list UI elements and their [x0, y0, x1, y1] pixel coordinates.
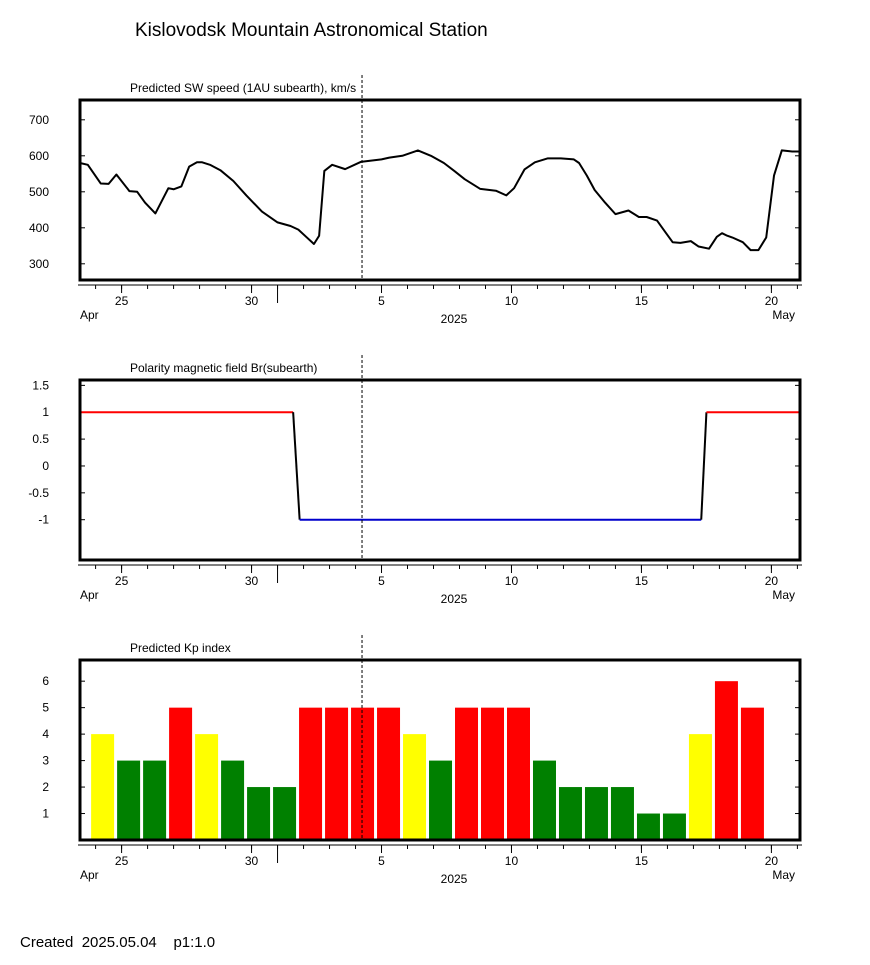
- x-tick-label: 30: [245, 854, 259, 868]
- kp-bar: [610, 787, 634, 840]
- month-label-start: Apr: [80, 308, 99, 322]
- x-tick-label: 20: [765, 854, 779, 868]
- x-tick-label: 25: [115, 294, 129, 308]
- x-tick-label: 5: [378, 294, 385, 308]
- month-label-end: May: [772, 868, 795, 882]
- kp-bar: [532, 760, 556, 840]
- y-tick-label: 0: [42, 459, 49, 473]
- kp-bar: [117, 760, 141, 840]
- y-tick-label: 500: [29, 185, 49, 199]
- month-label-start: Apr: [80, 588, 99, 602]
- x-tick-label: 5: [378, 854, 385, 868]
- sw-speed-line: [79, 149, 800, 252]
- panel-title: Predicted SW speed (1AU subearth), km/s: [130, 81, 356, 95]
- kp-bar: [662, 813, 686, 840]
- year-label: 2025: [441, 592, 468, 606]
- y-tick-label: 1.5: [32, 378, 49, 392]
- kp-bar: [143, 760, 167, 840]
- kp-bar: [584, 787, 608, 840]
- sw-speed-chart: Predicted SW speed (1AU subearth), km/s 3…: [29, 75, 802, 326]
- kp-index-chart: Predicted Kp index 1 2 3 4 5 6 25 30 5 10 15 20 Apr Ma…: [42, 635, 802, 886]
- y-tick-label: 1: [42, 807, 49, 821]
- month-label-start: Apr: [80, 868, 99, 882]
- y-tick-label: 600: [29, 149, 49, 163]
- created-footer: Created 2025.05.04 p1:1.0: [20, 934, 216, 951]
- y-tick-label: -0.5: [28, 486, 49, 500]
- kp-bar: [351, 707, 375, 840]
- x-tick-label: 20: [765, 294, 779, 308]
- y-tick-label: 6: [42, 674, 49, 688]
- x-tick-label: 15: [635, 294, 649, 308]
- y-tick-label: 400: [29, 221, 49, 235]
- kp-bar: [299, 707, 323, 840]
- x-tick-label: 10: [505, 294, 519, 308]
- x-tick-label: 30: [245, 574, 259, 588]
- x-tick-label: 15: [635, 854, 649, 868]
- kp-bar: [740, 707, 764, 840]
- kp-bar: [273, 787, 297, 840]
- y-tick-label: 4: [42, 727, 49, 741]
- panel-title: Polarity magnetic field Br(subearth): [130, 361, 317, 375]
- y-tick-label: 0.5: [32, 432, 49, 446]
- kp-bar: [195, 734, 219, 840]
- kp-bar: [169, 707, 193, 840]
- kp-bar: [636, 813, 660, 840]
- y-tick-label: 300: [29, 257, 49, 271]
- kp-bar: [91, 734, 115, 840]
- x-tick-label: 30: [245, 294, 259, 308]
- x-tick-label: 10: [505, 854, 519, 868]
- x-tick-label: 15: [635, 574, 649, 588]
- kp-bar: [377, 707, 401, 840]
- kp-bar: [429, 760, 453, 840]
- y-tick-label: 5: [42, 701, 49, 715]
- polarity-line: [700, 412, 708, 520]
- plot-frame: [78, 98, 802, 282]
- kp-bar: [325, 707, 349, 840]
- polarity-chart: Polarity magnetic field Br(subearth) 1.5 1…: [28, 355, 802, 606]
- x-tick-label: 20: [765, 574, 779, 588]
- plot-frame: [78, 378, 802, 562]
- x-tick-label: 10: [505, 574, 519, 588]
- kp-bar: [714, 681, 738, 840]
- year-label: 2025: [441, 312, 468, 326]
- panel-title: Predicted Kp index: [130, 641, 231, 655]
- month-label-end: May: [772, 588, 795, 602]
- y-tick-label: 3: [42, 754, 49, 768]
- y-tick-label: 700: [29, 113, 49, 127]
- y-tick-label: 2: [42, 780, 49, 794]
- kp-bar: [455, 707, 479, 840]
- kp-bar: [221, 760, 245, 840]
- plot-frame: [78, 658, 802, 842]
- y-tick-label: 1: [42, 405, 49, 419]
- page-title: Kislovodsk Mountain Astronomical Station: [135, 20, 488, 41]
- polarity-line: [292, 412, 301, 520]
- y-tick-label: -1: [38, 513, 49, 527]
- kp-bar: [506, 707, 530, 840]
- year-label: 2025: [441, 872, 468, 886]
- kp-bar: [558, 787, 582, 840]
- x-tick-label: 5: [378, 574, 385, 588]
- kp-bar: [247, 787, 271, 840]
- kp-bar: [481, 707, 505, 840]
- kp-bar: [403, 734, 427, 840]
- month-label-end: May: [772, 308, 795, 322]
- kp-bar: [688, 734, 712, 840]
- x-tick-label: 25: [115, 574, 129, 588]
- x-tick-label: 25: [115, 854, 129, 868]
